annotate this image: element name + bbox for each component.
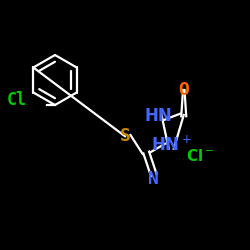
Text: Cl$^-$: Cl$^-$: [186, 148, 214, 164]
Text: O: O: [178, 81, 189, 99]
Text: HN$^+$: HN$^+$: [151, 135, 192, 155]
Text: HN: HN: [145, 107, 172, 125]
Text: S: S: [120, 127, 130, 145]
Text: N: N: [148, 170, 159, 188]
Text: Cl: Cl: [6, 91, 26, 109]
